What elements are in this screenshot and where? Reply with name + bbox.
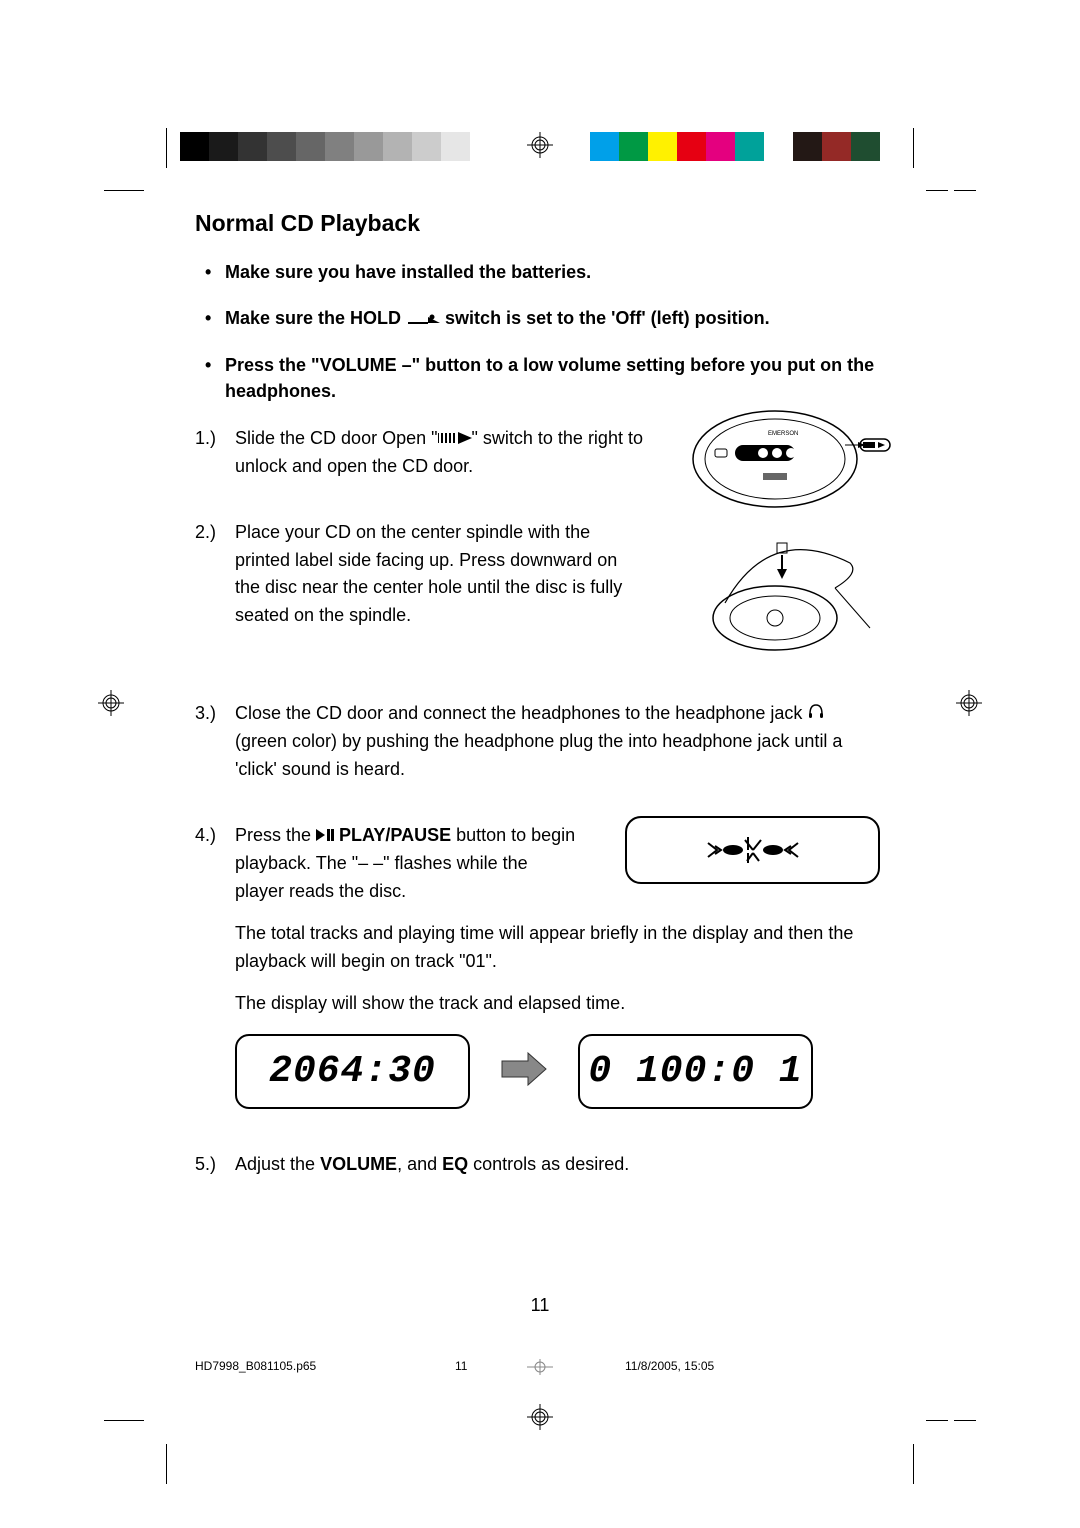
colorbar-segment <box>764 132 793 161</box>
footer-filename: HD7998_B081105.p65 <box>195 1359 455 1373</box>
prerequisites-list: Make sure you have installed the batteri… <box>195 259 885 405</box>
bullet-item: Press the "VOLUME –" button to a low vol… <box>225 352 885 404</box>
colorbar-segment <box>735 132 764 161</box>
bullet-item: Make sure you have installed the batteri… <box>225 259 885 285</box>
svg-text:EMERSON: EMERSON <box>768 431 798 437</box>
text-fragment: (green color) by pushing the headphone p… <box>235 731 842 779</box>
colorbar-segment <box>180 132 209 161</box>
text-fragment: VOLUME <box>320 1154 397 1174</box>
step-number: 3.) <box>195 700 235 784</box>
registration-mark-icon <box>98 690 124 716</box>
text-fragment: Close the CD door and connect the headph… <box>235 703 807 723</box>
slide-open-icon <box>438 425 472 453</box>
page-content: Normal CD Playback Make sure you have in… <box>195 210 885 1217</box>
crop-mark <box>954 190 976 191</box>
colorbar-segment <box>412 132 441 161</box>
colorbar-segment <box>793 132 822 161</box>
color-calibration-bar <box>590 132 880 161</box>
step-4: 4.) Press the PLAY/PAUSE button to begin… <box>195 822 885 1018</box>
colorbar-segment <box>470 132 499 161</box>
arrow-right-icon <box>500 1051 548 1092</box>
step-3: 3.) Close the CD door and connect the he… <box>195 700 885 784</box>
lcd-text: 2064:30 <box>269 1050 436 1093</box>
lcd-display-row: 2064:30 0 100:0 1 <box>235 1034 885 1109</box>
crop-mark <box>104 190 144 191</box>
lcd-display-after: 0 100:0 1 <box>578 1034 813 1109</box>
step-number: 4.) <box>195 822 235 1018</box>
step-text: Place your CD on the center spindle with… <box>235 519 645 631</box>
colorbar-segment <box>296 132 325 161</box>
step-1: 1.) Slide the CD door Open "" switch to … <box>195 425 885 481</box>
step-number: 2.) <box>195 519 235 631</box>
crop-mark <box>926 190 948 191</box>
steps-list: 1.) Slide the CD door Open "" switch to … <box>195 425 885 1179</box>
colorbar-segment <box>267 132 296 161</box>
step-text: The total tracks and playing time will a… <box>235 920 865 976</box>
colorbar-segment <box>851 132 880 161</box>
crop-mark <box>913 1444 914 1484</box>
colorbar-segment <box>822 132 851 161</box>
colorbar-segment <box>619 132 648 161</box>
colorbar-segment <box>441 132 470 161</box>
disc-reading-figure <box>625 816 880 884</box>
crop-mark <box>104 1420 144 1421</box>
text-fragment: controls as desired. <box>468 1154 629 1174</box>
bullet-item: Make sure the HOLD switch is set to the … <box>225 305 885 332</box>
text-fragment: Adjust the <box>235 1154 320 1174</box>
colorbar-segment <box>209 132 238 161</box>
crop-mark <box>166 128 167 168</box>
colorbar-segment <box>648 132 677 161</box>
colorbar-segment <box>354 132 383 161</box>
step-2: 2.) Place your CD on the center spindle … <box>195 519 885 631</box>
step-text: Slide the CD door Open "" switch to the … <box>235 425 645 481</box>
section-title: Normal CD Playback <box>195 210 885 237</box>
crop-mark <box>926 1420 948 1421</box>
grayscale-calibration-bar <box>180 132 499 161</box>
page-number: 11 <box>0 1295 1080 1316</box>
step-text: The display will show the track and elap… <box>235 990 865 1018</box>
text-fragment: PLAY/PAUSE <box>334 825 451 845</box>
cd-player-closed-figure: EMERSON <box>685 407 895 512</box>
colorbar-segment <box>325 132 354 161</box>
crop-mark <box>913 128 914 168</box>
registration-mark-icon <box>527 132 553 158</box>
text-fragment: EQ <box>442 1154 468 1174</box>
colorbar-segment <box>590 132 619 161</box>
step-text: Adjust the VOLUME, and EQ controls as de… <box>235 1151 865 1179</box>
lcd-display-before: 2064:30 <box>235 1034 470 1109</box>
footer-datetime: 11/8/2005, 15:05 <box>625 1359 714 1373</box>
colorbar-segment <box>383 132 412 161</box>
step-text: Press the PLAY/PAUSE button to begin pla… <box>235 822 580 906</box>
step-number: 1.) <box>195 425 235 481</box>
text-fragment: Press the <box>235 825 316 845</box>
text-fragment: Slide the CD door Open " <box>235 428 438 448</box>
play-pause-icon <box>316 822 334 850</box>
step-5: 5.) Adjust the VOLUME, and EQ controls a… <box>195 1151 885 1179</box>
colorbar-segment <box>677 132 706 161</box>
hold-switch-icon <box>406 306 440 332</box>
colorbar-segment <box>706 132 735 161</box>
registration-mark-small-icon <box>527 1359 553 1375</box>
colorbar-segment <box>238 132 267 161</box>
step-number: 5.) <box>195 1151 235 1179</box>
registration-mark-icon <box>527 1404 553 1430</box>
headphone-icon <box>807 701 825 729</box>
step-text: Close the CD door and connect the headph… <box>235 700 865 784</box>
crop-mark <box>166 1444 167 1484</box>
crop-mark <box>954 1420 976 1421</box>
registration-mark-icon <box>956 690 982 716</box>
lcd-text: 0 100:0 1 <box>588 1050 802 1093</box>
text-fragment: , and <box>397 1154 442 1174</box>
